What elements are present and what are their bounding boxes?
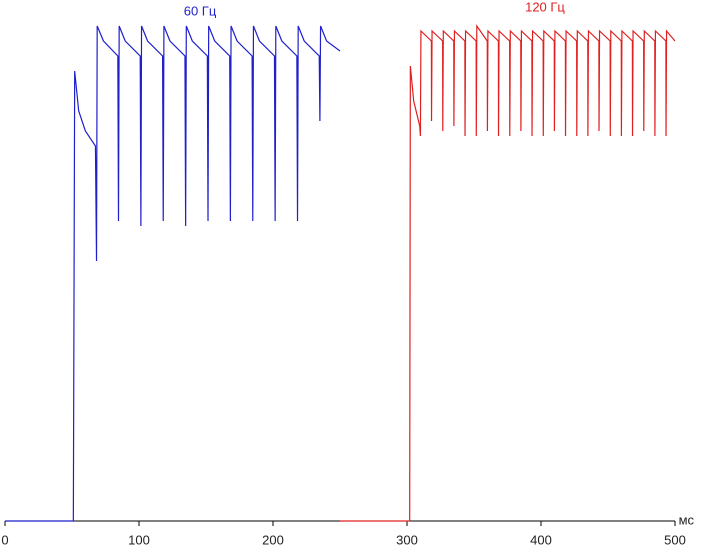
x-tick-label: 200	[262, 532, 284, 547]
x-tick-label: 400	[530, 532, 552, 547]
series-label: 120 Гц	[525, 0, 565, 14]
x-tick-label: 300	[396, 532, 418, 547]
x-tick-label: 500	[664, 532, 686, 547]
x-tick-label: 100	[128, 532, 150, 547]
series-line	[340, 24, 676, 522]
x-tick-label: 0	[1, 532, 8, 547]
series-line	[5, 25, 341, 522]
x-axis-label: мс	[679, 512, 695, 527]
series-label: 60 Гц	[184, 3, 217, 18]
